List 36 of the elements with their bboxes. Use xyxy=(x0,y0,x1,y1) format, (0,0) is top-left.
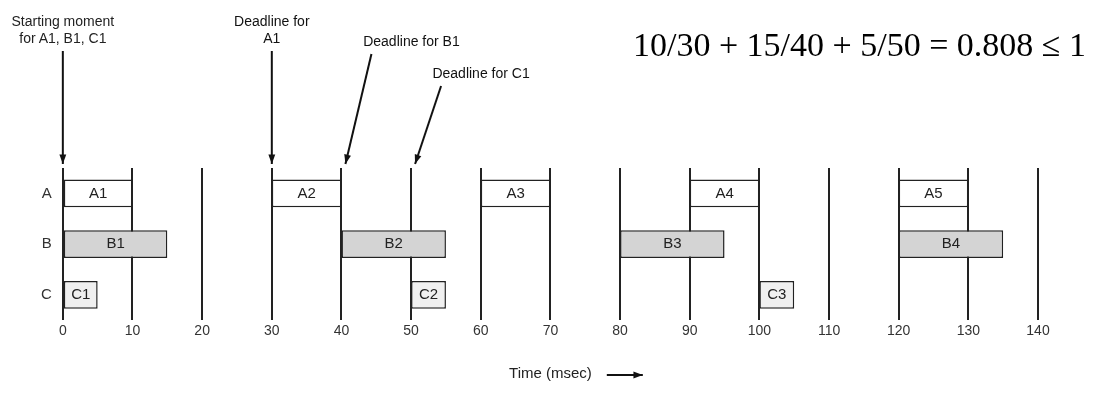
data-label: A1 xyxy=(88,183,108,201)
data-label: C3 xyxy=(767,284,787,302)
x-tick-label: 20 xyxy=(194,322,211,339)
data-label: A5 xyxy=(924,183,943,201)
x-tick-label: 40 xyxy=(333,322,350,339)
x-tick-label: 0 xyxy=(58,322,67,339)
x-tick-label: 130 xyxy=(956,322,981,339)
text: Deadline for B1 xyxy=(363,33,460,49)
x-tick-label: 90 xyxy=(681,322,698,339)
data-label: C2 xyxy=(418,284,439,302)
x-tick-label: 30 xyxy=(264,322,280,339)
x-tick-label: 100 xyxy=(747,322,772,339)
data-label: C1 xyxy=(71,284,91,302)
y-tick-label: B xyxy=(41,234,52,252)
text: Starting moment for A1, B1, C1 xyxy=(11,13,115,46)
x-tick-label: 70 xyxy=(542,322,559,339)
data-label: A2 xyxy=(297,183,316,201)
text: 10/30 + 15/40 + 5/50 = 0.808 ≤ 1 xyxy=(632,26,1086,64)
x-tick-label: 60 xyxy=(472,322,489,339)
data-label: B4 xyxy=(941,234,961,252)
data-label: B3 xyxy=(663,234,682,252)
x-tick-label: 110 xyxy=(817,322,841,339)
x-tick-label: 80 xyxy=(612,322,629,339)
text: Deadline for A1 xyxy=(234,13,310,46)
x-tick-label: 10 xyxy=(124,322,141,339)
text: Deadline for C1 xyxy=(432,65,530,81)
x-tick-label: 50 xyxy=(403,322,420,339)
data-label: B2 xyxy=(384,234,403,252)
y-tick-label: A xyxy=(41,183,52,201)
data-label: B1 xyxy=(106,234,125,252)
y-tick-label: C xyxy=(40,284,52,302)
x-tick-label: 120 xyxy=(887,322,911,339)
x-tick-label: 140 xyxy=(1026,322,1050,339)
data-label: A4 xyxy=(715,183,734,201)
data-label: A3 xyxy=(506,183,525,201)
x-axis-title: Time (msec) xyxy=(509,364,592,382)
